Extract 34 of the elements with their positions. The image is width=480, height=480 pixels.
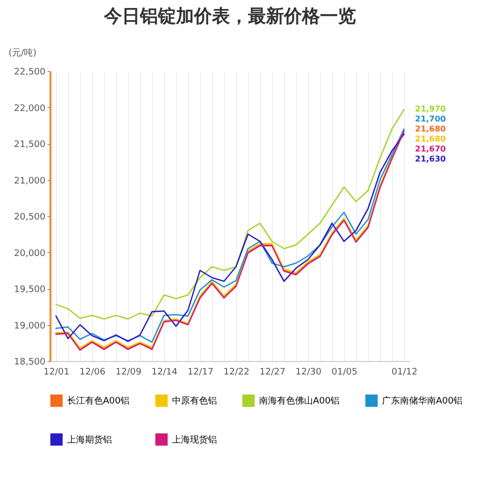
y-tick-label: 22,000 [14, 104, 46, 114]
line-series [55, 108, 405, 320]
y-tick-label: 20,000 [14, 248, 46, 259]
legend-label: 上海现货铝 [172, 434, 217, 446]
data-label: 21,680 [415, 124, 446, 134]
data-label: 21,670 [415, 144, 446, 154]
legend-label: 南海有色佛山A00铝 [259, 396, 340, 407]
y-tick-label: 21,500 [14, 140, 46, 150]
y-tick-label: 18,500 [14, 358, 46, 368]
chart-title: 今日铝锭加价表，最新价格一览 [103, 6, 356, 27]
x-tick-label: 12/09 [116, 368, 142, 378]
y-tick-label: 20,500 [14, 212, 46, 222]
x-tick-label: 12/01 [44, 368, 70, 378]
x-tick-label: 12/27 [260, 368, 286, 378]
data-label: 21,680 [415, 134, 446, 144]
legend-label: 上海期货铝 [67, 434, 112, 446]
x-tick-label: 12/06 [80, 368, 106, 378]
y-tick-label: 19,000 [14, 321, 46, 332]
y-tick-label: 21,000 [14, 176, 46, 186]
x-tick-label: 12/17 [188, 368, 214, 378]
legend-label: 长江有色A00铝 [67, 396, 130, 407]
data-label: 21,630 [415, 154, 446, 164]
x-tick-label: 01/05 [332, 368, 358, 378]
x-tick-label: 01/12 [392, 368, 418, 378]
legend-label: 中原有色铝 [172, 396, 217, 407]
y-axis-title: (元/吨) [8, 48, 37, 58]
x-tick-label: 12/22 [224, 368, 250, 378]
y-tick-label: 22,500 [14, 68, 46, 78]
x-tick-label: 12/30 [296, 368, 322, 378]
legend-label: 广东南储华南A00铝 [382, 396, 463, 407]
data-label: 21,970 [415, 104, 446, 114]
data-label: 21,700 [415, 114, 446, 124]
x-tick-label: 12/14 [152, 368, 178, 378]
y-tick-label: 19,500 [14, 285, 46, 295]
